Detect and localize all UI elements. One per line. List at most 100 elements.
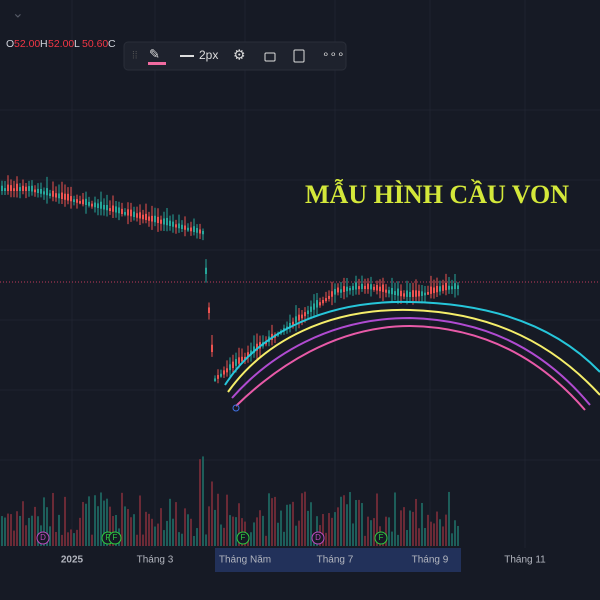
settings-icon[interactable]: ⚙ [233, 47, 246, 63]
time-label: Tháng Năm [219, 555, 271, 566]
candle [394, 291, 396, 296]
candle [163, 218, 165, 225]
candle [64, 193, 66, 200]
volume-bar [328, 513, 330, 546]
candle [445, 282, 447, 291]
volume-bar [187, 514, 189, 546]
volume-bar [343, 495, 345, 546]
candle [115, 206, 117, 213]
volume-bar [448, 491, 450, 546]
volume-bar [82, 501, 84, 546]
volume-bar [340, 496, 342, 546]
candle [157, 216, 159, 223]
volume-bar [76, 529, 78, 546]
ohlc-value: 52.00 [14, 38, 40, 50]
candle [97, 203, 99, 208]
volume-bar [106, 498, 108, 546]
volume-bar [214, 509, 216, 546]
volume-bar [70, 529, 72, 546]
volume-bar [436, 511, 438, 546]
candle [94, 202, 96, 208]
candle [256, 343, 258, 351]
volume-bar [235, 517, 237, 546]
candle [145, 213, 147, 220]
drag-handle[interactable]: ⁞⁞ [132, 51, 138, 62]
volume-bar [424, 528, 426, 546]
event-label: D [40, 533, 46, 542]
candle [82, 199, 84, 205]
volume-bar [190, 518, 192, 546]
candle [253, 346, 255, 353]
volume-bar [265, 535, 267, 546]
volume-bar [439, 519, 441, 546]
volume-bar [316, 516, 318, 546]
candle [121, 208, 123, 214]
candle [325, 298, 327, 302]
volume-bar [394, 492, 396, 546]
candle [217, 375, 219, 379]
candle [244, 356, 246, 360]
candle [55, 193, 57, 198]
volume-bar [127, 509, 129, 546]
volume-bar [94, 495, 96, 546]
candle [412, 290, 414, 297]
volume-bar [457, 525, 459, 546]
volume-bar [115, 514, 117, 546]
candle [43, 191, 45, 195]
candle [169, 220, 171, 226]
volume-bar [202, 456, 204, 546]
pencil-icon[interactable]: ✎ [149, 46, 160, 61]
candle [226, 368, 228, 373]
volume-bar [28, 517, 30, 546]
candle [220, 373, 222, 377]
width-label[interactable]: 2px [199, 48, 218, 62]
volume-bar [193, 535, 195, 546]
candle [247, 352, 249, 358]
volume-bar [151, 518, 153, 546]
candle [418, 290, 420, 297]
more-icon[interactable]: ∘∘∘ [322, 47, 345, 61]
candle [106, 205, 108, 211]
time-label: 2025 [61, 555, 84, 566]
volume-bar [445, 514, 447, 546]
candle [100, 201, 102, 209]
volume-bar [31, 515, 33, 546]
candle [109, 208, 111, 211]
candle [238, 357, 240, 364]
volume-bar [385, 516, 387, 546]
candle [73, 199, 75, 202]
candle [25, 186, 27, 191]
candle [352, 286, 354, 290]
candle [337, 287, 339, 293]
volume-bar [175, 502, 177, 546]
volume-bar [259, 510, 261, 546]
volume-bar [301, 493, 303, 546]
lock-icon[interactable] [264, 52, 276, 62]
candle [448, 285, 450, 290]
candle [1, 185, 3, 191]
volume-bar [7, 513, 9, 546]
color-swatch[interactable] [148, 62, 166, 65]
candle [364, 285, 366, 290]
volume-bar [73, 533, 75, 546]
trash-icon[interactable] [293, 49, 305, 63]
candle [181, 224, 183, 229]
volume-bar [322, 514, 324, 546]
volume-bar [13, 530, 15, 546]
icon[interactable]: ⌄ [12, 5, 24, 21]
candle [292, 321, 294, 325]
volume-bar [433, 523, 435, 546]
event-marker [374, 531, 388, 545]
curve [235, 324, 586, 411]
volume-bar [403, 507, 405, 546]
candle [430, 286, 432, 294]
volume-bar [229, 515, 231, 546]
candle [346, 286, 348, 292]
candle [139, 212, 141, 219]
candle [436, 285, 438, 293]
event-marker [36, 531, 50, 545]
candle [49, 193, 51, 196]
volume-bar [208, 506, 210, 546]
volume-bar [157, 523, 159, 546]
